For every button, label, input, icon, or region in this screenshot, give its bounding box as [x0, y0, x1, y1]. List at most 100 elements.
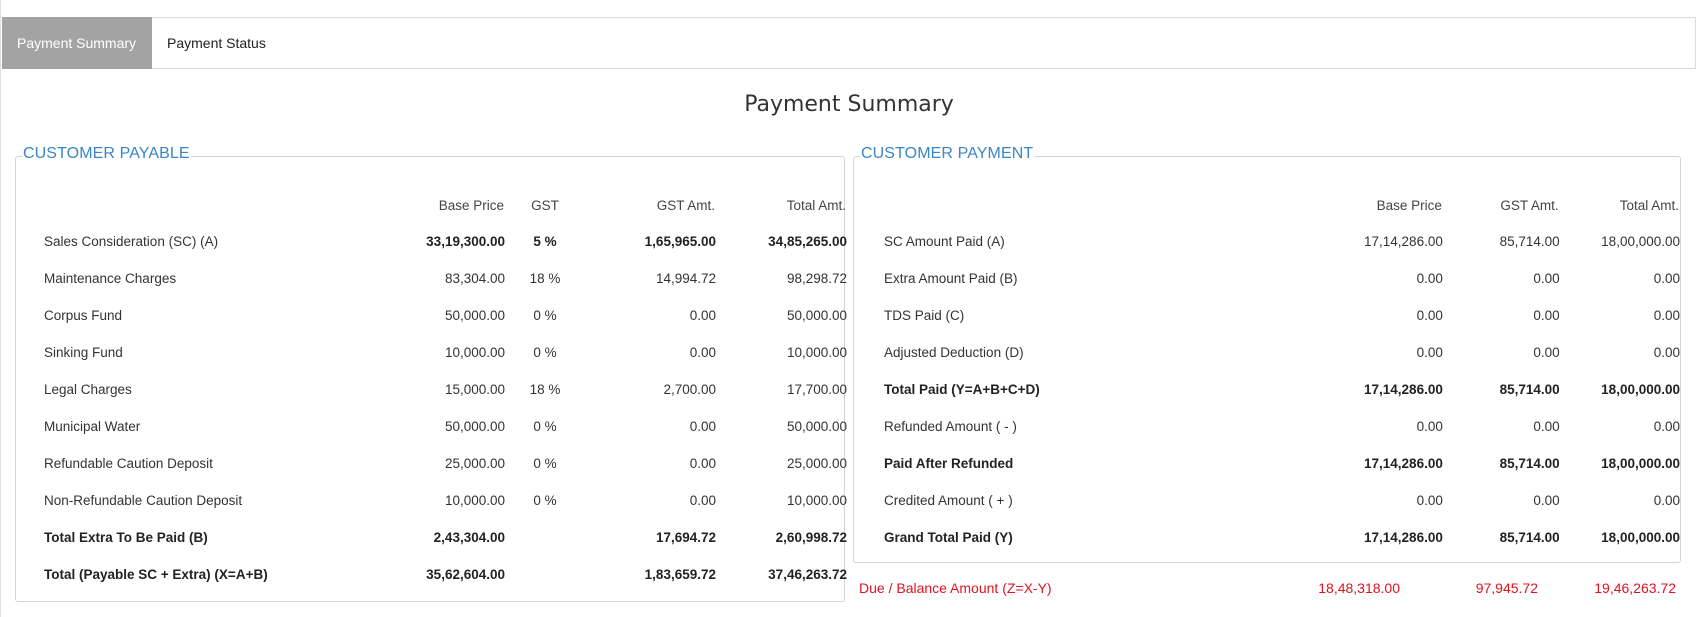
row-gst-amt: 1,83,659.72 — [644, 567, 716, 582]
due-balance-total: 19,46,263.72 — [1594, 580, 1676, 596]
row-label: Adjusted Deduction (D) — [884, 345, 1024, 360]
col-header-gst-amt: GST Amt. — [656, 197, 715, 213]
row-total-amt: 50,000.00 — [786, 308, 847, 323]
table-row: Corpus Fund 50,000.00 0 % 0.00 50,000.00 — [31, 297, 847, 334]
row-label: Extra Amount Paid (B) — [884, 271, 1018, 286]
row-label: Legal Charges — [44, 382, 132, 397]
row-base-price: 50,000.00 — [444, 308, 505, 323]
row-gst-rate — [505, 556, 585, 593]
row-gst-amt: 0.00 — [689, 456, 716, 471]
due-balance-gst-amt: 97,945.72 — [1475, 580, 1538, 596]
row-total-amt: 18,00,000.00 — [1601, 456, 1680, 471]
row-total-amt: 98,298.72 — [786, 271, 847, 286]
row-total-amt: 17,700.00 — [786, 382, 847, 397]
col-header-total-amt: Total Amt. — [786, 197, 846, 213]
col-header-gst: GST — [531, 197, 559, 213]
tab-payment-status[interactable]: Payment Status — [167, 35, 266, 51]
row-total-amt: 0.00 — [1653, 345, 1680, 360]
col-header-base-price: Base Price — [438, 197, 504, 213]
row-label: Non-Refundable Caution Deposit — [44, 493, 243, 508]
customer-payable-legend: CUSTOMER PAYABLE — [22, 145, 191, 163]
row-gst-amt: 1,65,965.00 — [644, 234, 716, 249]
table-row: Extra Amount Paid (B) 0.00 0.00 0.00 — [868, 260, 1680, 297]
col-header-base-price: Base Price — [1376, 197, 1442, 213]
row-base-price: 0.00 — [1416, 493, 1443, 508]
row-total-amt: 0.00 — [1653, 308, 1680, 323]
row-total-amt: 50,000.00 — [786, 419, 847, 434]
table-row: Sinking Fund 10,000.00 0 % 0.00 10,000.00 — [31, 334, 847, 371]
row-gst-amt: 0.00 — [689, 493, 716, 508]
row-gst-rate: 0 % — [533, 308, 557, 323]
row-gst-amt: 14,994.72 — [655, 271, 716, 286]
row-base-price: 17,14,286.00 — [1364, 234, 1443, 249]
table-row: Grand Total Paid (Y) 17,14,286.00 85,714.0… — [868, 519, 1680, 556]
table-row: Paid After Refunded 17,14,286.00 85,714.00… — [868, 445, 1680, 482]
row-gst-amt: 0.00 — [689, 345, 716, 360]
row-label: Refundable Caution Deposit — [44, 456, 213, 471]
col-header-label — [31, 187, 374, 223]
row-base-price: 25,000.00 — [444, 456, 505, 471]
row-label: Corpus Fund — [44, 308, 123, 323]
row-base-price: 0.00 — [1416, 308, 1443, 323]
tab-bar: Payment Summary Payment Status — [2, 17, 1696, 69]
row-total-amt: 34,85,265.00 — [768, 234, 847, 249]
row-base-price: 50,000.00 — [444, 419, 505, 434]
row-total-amt: 25,000.00 — [786, 456, 847, 471]
customer-payment-table: Base Price GST Amt. Total Amt. SC Amount… — [868, 187, 1680, 556]
customer-payable-panel: CUSTOMER PAYABLE Base Price GST GST Amt.… — [15, 145, 847, 602]
tab-payment-summary[interactable]: Payment Summary — [2, 17, 152, 69]
due-balance-base: 18,48,318.00 — [1318, 580, 1400, 596]
row-label: Paid After Refunded — [884, 456, 1014, 471]
row-base-price: 10,000.00 — [444, 345, 505, 360]
table-header-row: Base Price GST GST Amt. Total Amt. — [31, 187, 847, 223]
due-balance-label: Due / Balance Amount (Z=X-Y) — [859, 580, 1052, 596]
table-row: Municipal Water 50,000.00 0 % 0.00 50,000.00 — [31, 408, 847, 445]
table-row: Refunded Amount ( - ) 0.00 0.00 0.00 — [868, 408, 1680, 445]
row-total-amt: 10,000.00 — [786, 345, 847, 360]
row-total-amt: 37,46,263.72 — [768, 567, 847, 582]
row-label: Maintenance Charges — [44, 271, 177, 286]
row-base-price: 2,43,304.00 — [433, 530, 505, 545]
row-total-amt: 0.00 — [1653, 419, 1680, 434]
table-row: Credited Amount ( + ) 0.00 0.00 0.00 — [868, 482, 1680, 519]
row-total-amt: 0.00 — [1653, 493, 1680, 508]
table-row: Total Paid (Y=A+B+C+D) 17,14,286.00 85,714… — [868, 371, 1680, 408]
table-row: Total Extra To Be Paid (B) 2,43,304.00 17,… — [31, 519, 847, 556]
row-label: Refunded Amount ( - ) — [884, 419, 1017, 434]
table-header-row: Base Price GST Amt. Total Amt. — [868, 187, 1680, 223]
row-total-amt: 18,00,000.00 — [1601, 530, 1680, 545]
row-base-price: 0.00 — [1416, 345, 1443, 360]
row-base-price: 17,14,286.00 — [1364, 530, 1443, 545]
row-gst-amt: 2,700.00 — [663, 382, 716, 397]
row-gst-amt: 85,714.00 — [1499, 234, 1560, 249]
row-gst-amt: 0.00 — [1533, 419, 1560, 434]
row-gst-rate: 0 % — [533, 493, 557, 508]
row-label: Total Extra To Be Paid (B) — [44, 530, 208, 545]
left-edge-divider — [0, 0, 1, 617]
table-row: Total (Payable SC + Extra) (X=A+B) 35,62,… — [31, 556, 847, 593]
col-header-gst-amt: GST Amt. — [1500, 197, 1559, 213]
row-base-price: 17,14,286.00 — [1364, 456, 1443, 471]
row-base-price: 83,304.00 — [444, 271, 505, 286]
row-gst-rate: 18 % — [529, 382, 561, 397]
row-gst-amt: 0.00 — [689, 419, 716, 434]
row-base-price: 33,19,300.00 — [426, 234, 505, 249]
row-gst-amt: 0.00 — [1533, 271, 1560, 286]
customer-payable-table: Base Price GST GST Amt. Total Amt. Sales… — [31, 187, 847, 593]
table-row: Non-Refundable Caution Deposit 10,000.00 0… — [31, 482, 847, 519]
col-header-total-amt: Total Amt. — [1619, 197, 1679, 213]
table-row: Refundable Caution Deposit 25,000.00 0 % 0.… — [31, 445, 847, 482]
row-total-amt: 10,000.00 — [786, 493, 847, 508]
customer-payment-panel: CUSTOMER PAYMENT Base Price GST Amt. Tot… — [853, 145, 1681, 563]
row-base-price: 0.00 — [1416, 419, 1443, 434]
table-row: Legal Charges 15,000.00 18 % 2,700.00 17,700… — [31, 371, 847, 408]
row-gst-amt: 85,714.00 — [1499, 530, 1560, 545]
row-label: Credited Amount ( + ) — [884, 493, 1013, 508]
table-row: TDS Paid (C) 0.00 0.00 0.00 — [868, 297, 1680, 334]
col-header-label — [868, 187, 1323, 223]
row-base-price: 35,62,604.00 — [426, 567, 505, 582]
row-gst-rate: 18 % — [529, 271, 561, 286]
row-label: Total Paid (Y=A+B+C+D) — [884, 382, 1040, 397]
table-row: Maintenance Charges 83,304.00 18 % 14,994.7… — [31, 260, 847, 297]
row-label: Total (Payable SC + Extra) (X=A+B) — [44, 567, 268, 582]
